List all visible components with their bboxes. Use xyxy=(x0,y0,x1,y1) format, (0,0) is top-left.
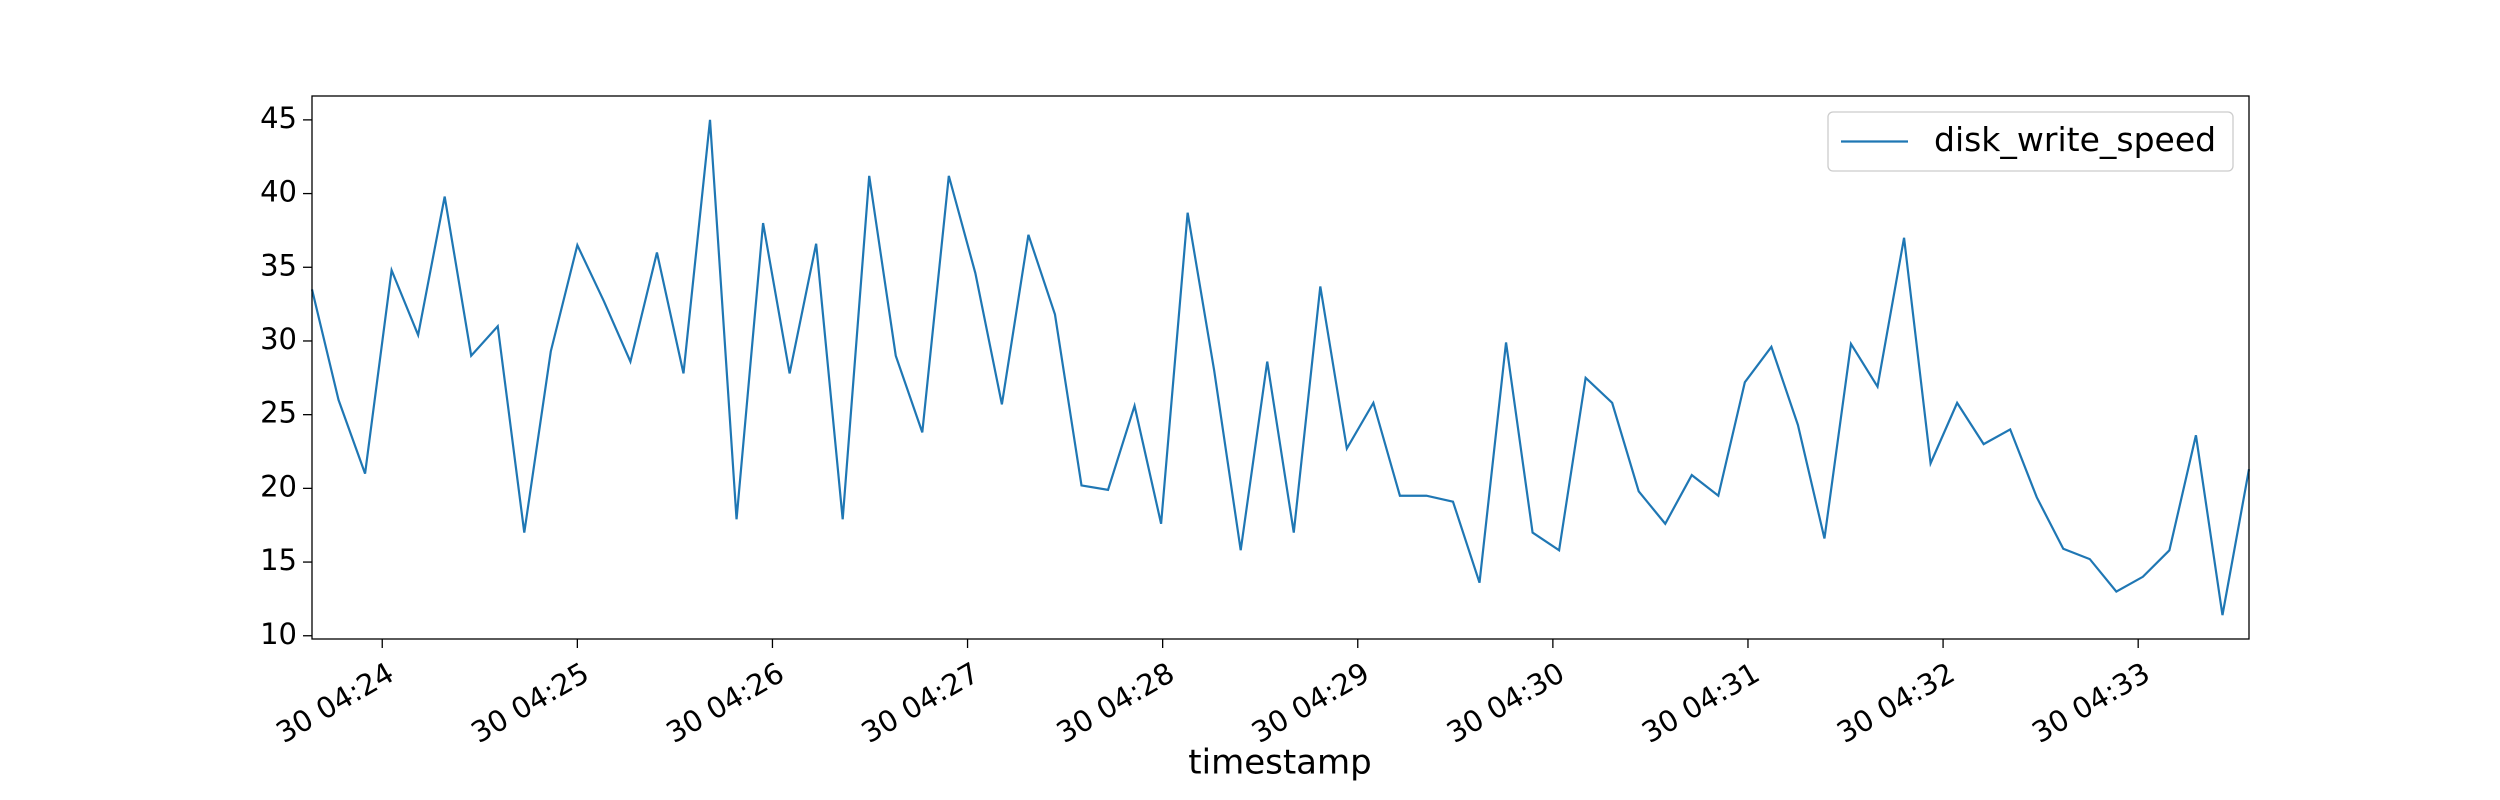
y-tick-label: 15 xyxy=(260,543,297,577)
x-tick-label: 30 04:29 xyxy=(1246,656,1375,750)
y-tick-label: 25 xyxy=(260,396,297,430)
legend-label: disk_write_speed xyxy=(1934,120,2216,159)
x-tick-label: 30 04:31 xyxy=(1636,656,1765,750)
y-tick-label: 35 xyxy=(260,248,297,282)
y-tick-label: 30 xyxy=(260,322,297,356)
x-tick-label: 30 04:25 xyxy=(465,656,594,750)
x-tick-label: 30 04:33 xyxy=(2026,656,2155,750)
x-tick-label: 30 04:26 xyxy=(660,656,789,750)
data-line xyxy=(310,119,2251,616)
plot-frame xyxy=(311,95,2250,640)
x-axis-label: timestamp xyxy=(1188,743,1371,783)
y-tick-label: 20 xyxy=(260,469,297,503)
legend-box xyxy=(1827,111,2234,172)
x-tick-label: 30 04:28 xyxy=(1051,656,1180,750)
x-tick-label: 30 04:24 xyxy=(270,656,399,750)
x-tick-label: 30 04:30 xyxy=(1441,656,1570,750)
x-tick-label: 30 04:27 xyxy=(856,656,985,750)
y-tick-label: 40 xyxy=(260,175,297,209)
y-tick-label: 45 xyxy=(260,101,297,135)
x-tick-label: 30 04:32 xyxy=(1831,656,1960,750)
y-tick-label: 10 xyxy=(260,617,297,651)
